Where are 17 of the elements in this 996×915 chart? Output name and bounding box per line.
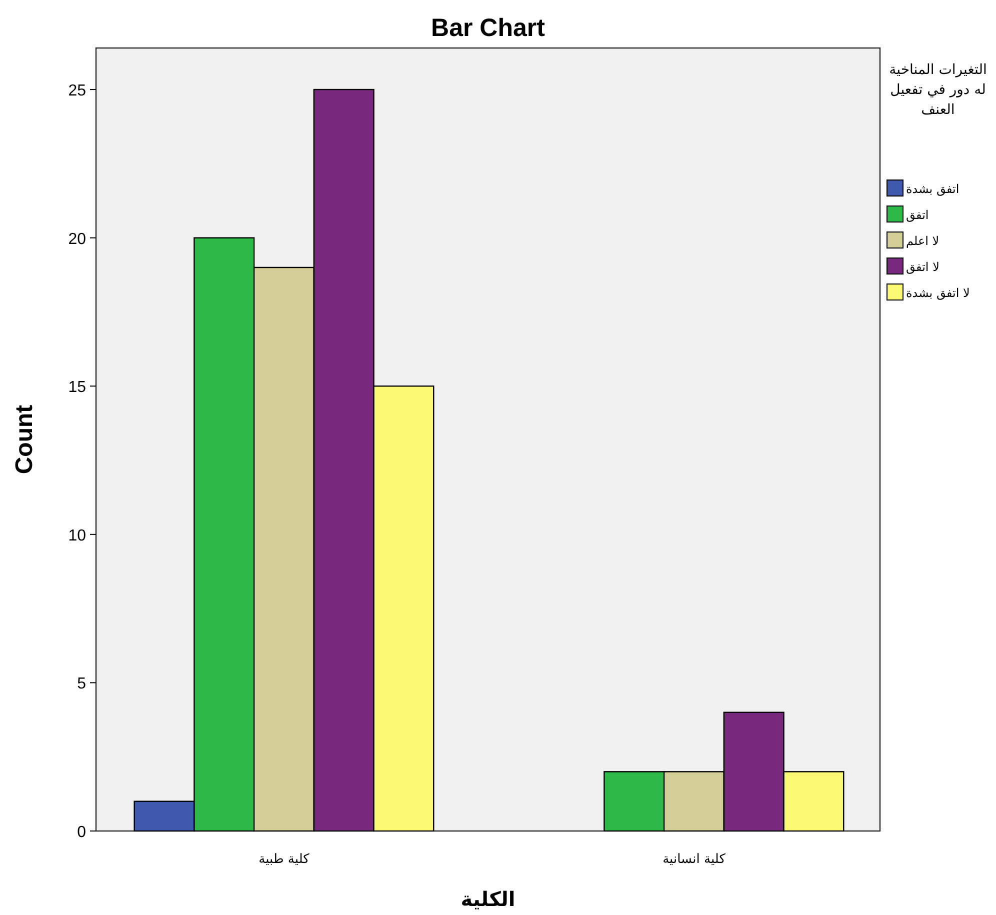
legend-label: لا اتفق (906, 260, 940, 274)
legend-title: التغيرات المناخية له دور في تفعيل العنف (888, 61, 988, 120)
legend-label: اتفق بشدة (906, 182, 960, 196)
x-tick-label: كلية طبية (258, 852, 310, 867)
y-tick-label: 15 (68, 379, 86, 396)
y-axis-title: Count (11, 404, 38, 474)
chart-title: Bar Chart (431, 14, 546, 42)
y-tick-label: 5 (77, 676, 86, 693)
legend-label: لا اتفق بشدة (906, 286, 970, 300)
y-tick-label: 25 (68, 82, 86, 100)
legend-label: اتفق (906, 208, 929, 222)
x-axis-title: الكلية (460, 887, 516, 911)
y-tick-label: 10 (68, 527, 86, 544)
y-tick-label: 0 (77, 824, 86, 841)
y-tick-label: 20 (68, 230, 86, 248)
legend-label: لا اعلم (906, 234, 940, 248)
x-tick-label: كلية انسانية (662, 852, 726, 867)
